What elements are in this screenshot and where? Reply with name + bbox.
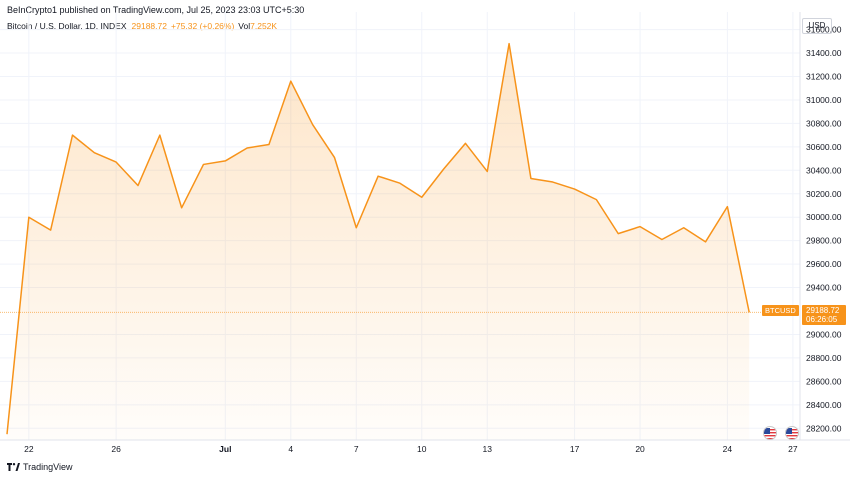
price-point: [333, 156, 336, 159]
price-point: [464, 142, 467, 145]
last-price-tag: 29188.72 06:26:05: [802, 305, 846, 325]
price-point: [420, 196, 423, 199]
price-point: [399, 182, 402, 185]
last-price-value: 29188.72: [131, 21, 167, 31]
tradingview-logo-icon: [7, 463, 20, 471]
price-point: [508, 42, 511, 45]
price-line: [6, 42, 750, 435]
price-tick-label: 31600.00: [806, 25, 842, 35]
price-point: [289, 80, 292, 83]
tradingview-logo[interactable]: TradingView: [7, 462, 73, 472]
time-axis: 22 26 Jul 4 7 10 13 17 20 24 27: [24, 444, 798, 454]
price-tick-label: 28600.00: [806, 376, 842, 386]
time-tick-label: 17: [570, 444, 580, 454]
price-point: [6, 433, 9, 436]
price-point: [486, 170, 489, 173]
price-tick-label: 28200.00: [806, 423, 842, 433]
price-tick-label: 31400.00: [806, 48, 842, 58]
price-area: [7, 43, 750, 440]
price-point: [748, 311, 751, 314]
price-point: [137, 184, 140, 187]
us-flag-icon[interactable]: [763, 426, 777, 440]
price-point: [311, 123, 314, 126]
price-point: [442, 168, 445, 171]
price-point: [202, 163, 205, 166]
price-point: [224, 160, 227, 163]
price-point: [71, 134, 74, 137]
price-tick-label: 28800.00: [806, 353, 842, 363]
time-tick-label: 26: [111, 444, 121, 454]
price-point: [530, 177, 533, 180]
price-point: [551, 181, 554, 184]
time-tick-label: 7: [354, 444, 359, 454]
price-tick-label: 30600.00: [806, 142, 842, 152]
tradingview-brand: TradingView: [23, 462, 73, 472]
price-point: [93, 151, 96, 154]
price-point: [377, 175, 380, 178]
price-point: [704, 240, 707, 243]
symbol-legend: Bitcoin / U.S. Dollar, 1D, INDEX 29188.72…: [7, 21, 277, 31]
price-point: [639, 225, 642, 228]
price-point: [661, 238, 664, 241]
price-point: [595, 198, 598, 201]
time-tick-label: 22: [24, 444, 34, 454]
price-tick-label: 31200.00: [806, 71, 842, 81]
time-tick-label: 4: [288, 444, 293, 454]
price-point: [573, 188, 576, 191]
time-tick-label: 13: [483, 444, 493, 454]
countdown-timer: 06:26:05: [806, 315, 838, 324]
price-point: [246, 147, 249, 150]
last-price-tag-value: 29188.72: [806, 306, 840, 315]
price-point: [617, 232, 620, 235]
price-point: [158, 134, 161, 137]
volume-value: 7.252K: [250, 21, 278, 31]
price-point: [115, 161, 118, 164]
price-point: [355, 226, 358, 229]
price-tick-label: 29400.00: [806, 283, 842, 293]
us-flag-icon[interactable]: [785, 426, 799, 440]
price-tick-label: 30800.00: [806, 118, 842, 128]
time-tick-label: 27: [788, 444, 798, 454]
time-tick-label: 24: [723, 444, 733, 454]
time-tick-label: 10: [417, 444, 427, 454]
symbol-price-tag: BTCUSD: [762, 305, 799, 316]
volume-label: Vol: [238, 21, 251, 31]
price-tick-label: 31000.00: [806, 95, 842, 105]
publisher-line: BeInCrypto1 published on TradingView.com…: [7, 5, 305, 15]
symbol-description: Bitcoin / U.S. Dollar, 1D, INDEX: [7, 21, 127, 31]
price-point: [682, 226, 685, 229]
price-point: [180, 206, 183, 209]
currency-button[interactable]: USD: [802, 18, 832, 34]
price-tick-label: 29800.00: [806, 236, 842, 246]
price-tick-label: 29600.00: [806, 259, 842, 269]
price-point: [726, 205, 729, 208]
price-tick-label: 30000.00: [806, 212, 842, 222]
time-tick-label: Jul: [219, 444, 231, 454]
price-point: [268, 143, 271, 146]
price-change: +75.32 (+0.26%): [170, 21, 235, 31]
price-tick-label: 30400.00: [806, 165, 842, 175]
price-tick-label: 28400.00: [806, 400, 842, 410]
price-point: [49, 229, 52, 232]
price-point: [27, 216, 30, 219]
price-tick-label: 29000.00: [806, 329, 842, 339]
time-tick-label: 20: [635, 444, 645, 454]
price-tick-label: 30200.00: [806, 189, 842, 199]
price-axis: 31600.00 31400.00 31200.00 31000.00 30800.00…: [806, 25, 842, 434]
